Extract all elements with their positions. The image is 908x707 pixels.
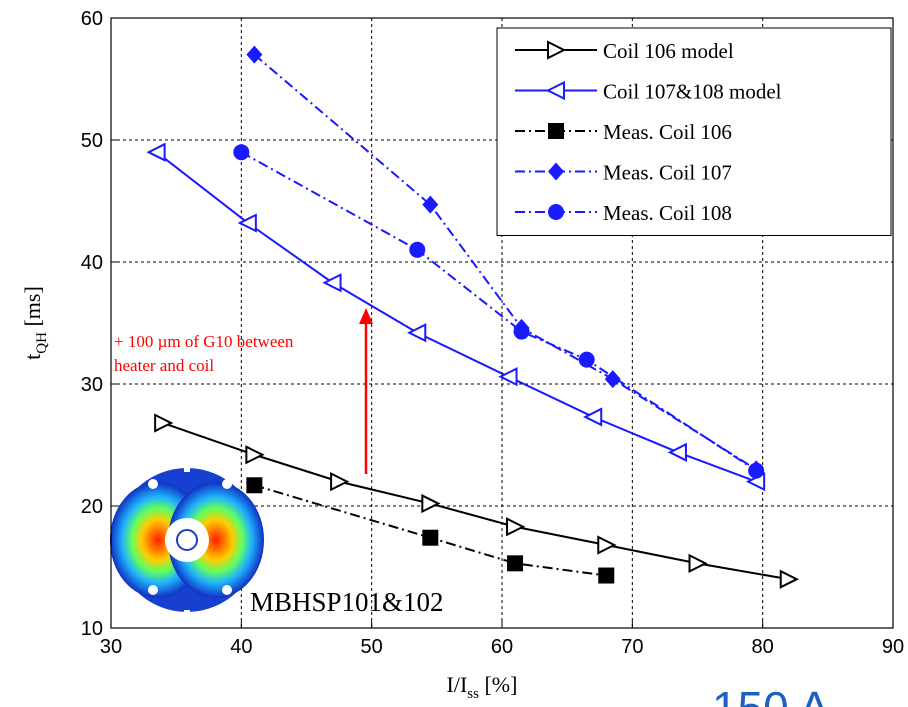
marker xyxy=(246,45,263,64)
marker xyxy=(330,471,350,492)
legend-label: Meas. Coil 108 xyxy=(603,201,732,225)
plot-frame xyxy=(110,17,894,629)
marker xyxy=(548,162,564,181)
series-line xyxy=(162,422,789,581)
x-tick-label: 30 xyxy=(100,636,122,658)
y-tick-label: 10 xyxy=(81,618,103,640)
marker xyxy=(409,241,426,258)
legend-label: Coil 107&108 model xyxy=(603,80,782,104)
annotation-text: heater and coil xyxy=(114,356,214,375)
marker xyxy=(498,367,518,387)
marker xyxy=(233,144,250,161)
y-tick-label: 60 xyxy=(81,8,103,30)
marker xyxy=(322,273,342,293)
marker xyxy=(246,477,263,494)
marker xyxy=(598,567,615,584)
marker xyxy=(507,555,524,572)
annotation-arrowhead xyxy=(359,308,373,324)
series-line xyxy=(240,151,757,472)
marker xyxy=(578,351,595,368)
x-axis-label-part: [%] xyxy=(479,672,517,697)
x-tick-label: 40 xyxy=(230,636,252,658)
marker xyxy=(597,535,617,555)
x-tick-label: 80 xyxy=(752,636,774,658)
x-axis-label-part: ss xyxy=(467,686,479,702)
x-axis-label-part: I/I xyxy=(447,672,468,697)
magnet-image xyxy=(110,466,264,616)
y-tick-label: 30 xyxy=(81,374,103,396)
marker xyxy=(245,445,265,465)
legend-label: Meas. Coil 107 xyxy=(603,161,732,185)
series-line xyxy=(254,484,607,577)
marker xyxy=(146,142,166,162)
y-axis-label: tQH [ms] xyxy=(20,286,50,360)
marker xyxy=(421,493,441,514)
marker xyxy=(513,323,530,340)
marker xyxy=(154,413,174,433)
series-line xyxy=(156,151,757,483)
y-axis-label-part: t xyxy=(20,354,45,360)
y-axis-label-part: QH xyxy=(34,332,50,354)
marker xyxy=(548,123,564,139)
marker xyxy=(748,462,765,479)
marker xyxy=(688,553,708,573)
annotation-text: + 100 µm of G10 between xyxy=(114,332,294,351)
y-tick-label: 20 xyxy=(81,496,103,518)
marker xyxy=(779,569,799,589)
y-axis-label-part: [ms] xyxy=(20,286,45,332)
marker xyxy=(422,529,439,546)
x-axis-label: I/Iss [%] xyxy=(447,672,518,702)
marker xyxy=(545,80,565,101)
marker xyxy=(582,407,603,427)
marker xyxy=(667,442,687,462)
inset-label: MBHSP101&102 xyxy=(250,587,444,617)
footer-text: 150 A xyxy=(712,682,830,707)
y-tick-label: 40 xyxy=(81,252,103,274)
legend-label: Meas. Coil 106 xyxy=(603,120,732,144)
legend-label: Coil 106 model xyxy=(603,39,734,63)
x-tick-label: 70 xyxy=(621,636,643,658)
marker xyxy=(506,517,526,537)
marker xyxy=(548,204,564,220)
annotation: + 100 µm of G10 between heater and coil xyxy=(114,308,373,474)
marker xyxy=(547,40,567,60)
marker xyxy=(422,195,439,214)
y-tick-label: 50 xyxy=(81,130,103,152)
x-tick-label: 60 xyxy=(491,636,513,658)
marker xyxy=(237,213,257,233)
x-tick-label: 50 xyxy=(361,636,383,658)
x-tick-label: 90 xyxy=(882,636,904,658)
marker xyxy=(604,370,621,389)
marker xyxy=(407,323,427,343)
